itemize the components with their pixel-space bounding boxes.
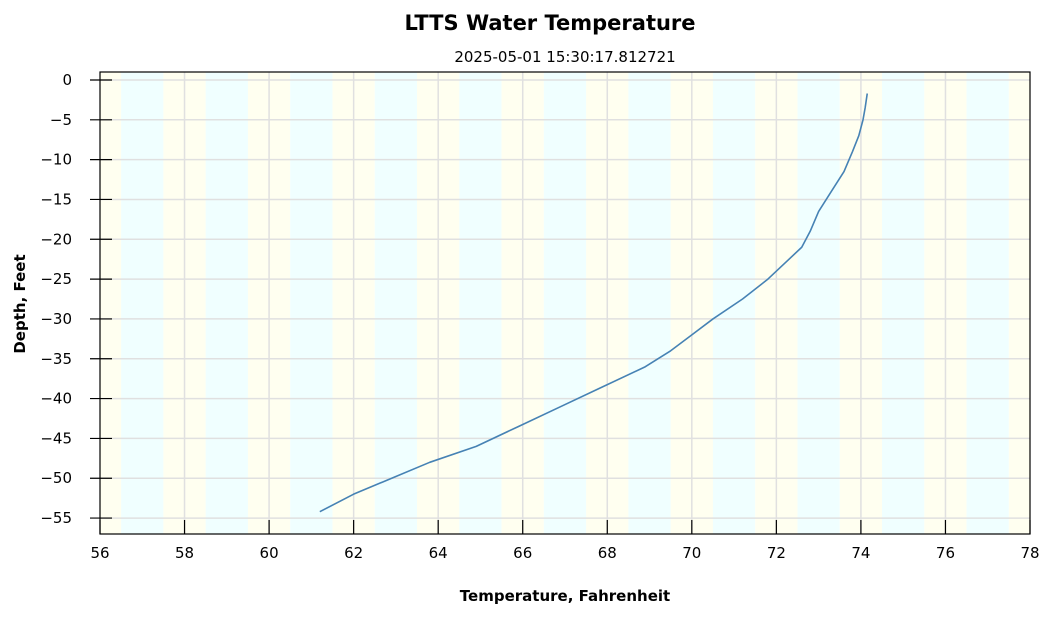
y-tick-label: −55 xyxy=(40,509,72,527)
temperature-band xyxy=(374,72,418,534)
x-tick-label: 74 xyxy=(851,544,870,562)
temperature-band xyxy=(290,72,333,534)
x-axis-ticks: 56 58 60 62 64 66 68 70 72 74 76 78 xyxy=(90,520,1040,562)
x-axis-label: Temperature, Fahrenheit xyxy=(460,587,670,605)
x-tick-label: 66 xyxy=(513,544,532,562)
y-tick-label: −20 xyxy=(40,230,72,248)
y-tick-label: −10 xyxy=(40,151,72,169)
temperature-bands xyxy=(100,72,1030,534)
plot-frame xyxy=(99,71,1031,535)
x-tick-label: 72 xyxy=(767,544,786,562)
x-tick-label: 64 xyxy=(429,544,448,562)
x-tick-label: 56 xyxy=(90,544,109,562)
temperature-band xyxy=(1008,72,1030,534)
temperature-band xyxy=(882,72,925,534)
y-tick-label: −50 xyxy=(40,469,72,487)
x-tick-label: 58 xyxy=(175,544,194,562)
y-tick-label: 0 xyxy=(62,71,72,89)
temperature-band xyxy=(797,72,840,534)
temperature-band xyxy=(966,72,1009,534)
plot-series xyxy=(319,93,869,513)
grid-lines xyxy=(100,72,1030,534)
y-axis-ticks: 0 −5 −10 −15 −20 −25 −30 −35 −40 −45 −50 −55 xyxy=(40,71,112,527)
y-tick-label: −35 xyxy=(40,350,72,368)
temperature-band xyxy=(205,72,248,534)
y-tick-label: −5 xyxy=(50,111,72,129)
x-tick-label: 68 xyxy=(598,544,617,562)
y-tick-label: −40 xyxy=(40,390,72,408)
chart-title: LTTS Water Temperature xyxy=(404,11,695,35)
y-tick-label: −15 xyxy=(40,190,72,208)
chart-subtitle: 2025-05-01 15:30:17.812721 xyxy=(454,48,675,66)
temperature-profile-line xyxy=(319,93,869,513)
x-tick-label: 70 xyxy=(682,544,701,562)
x-tick-label: 62 xyxy=(344,544,363,562)
temperature-band xyxy=(628,72,671,534)
temperature-band xyxy=(100,72,122,534)
temperature-band xyxy=(459,72,502,534)
y-tick-label: −25 xyxy=(40,270,72,288)
temperature-band xyxy=(712,72,756,534)
y-axis-label: Depth, Feet xyxy=(11,254,29,353)
x-tick-label: 78 xyxy=(1020,544,1039,562)
y-tick-label: −45 xyxy=(40,429,72,447)
x-tick-label: 76 xyxy=(936,544,955,562)
x-tick-label: 60 xyxy=(260,544,279,562)
temperature-band xyxy=(121,72,164,534)
y-tick-label: −30 xyxy=(40,310,72,328)
temperature-band xyxy=(543,72,587,534)
